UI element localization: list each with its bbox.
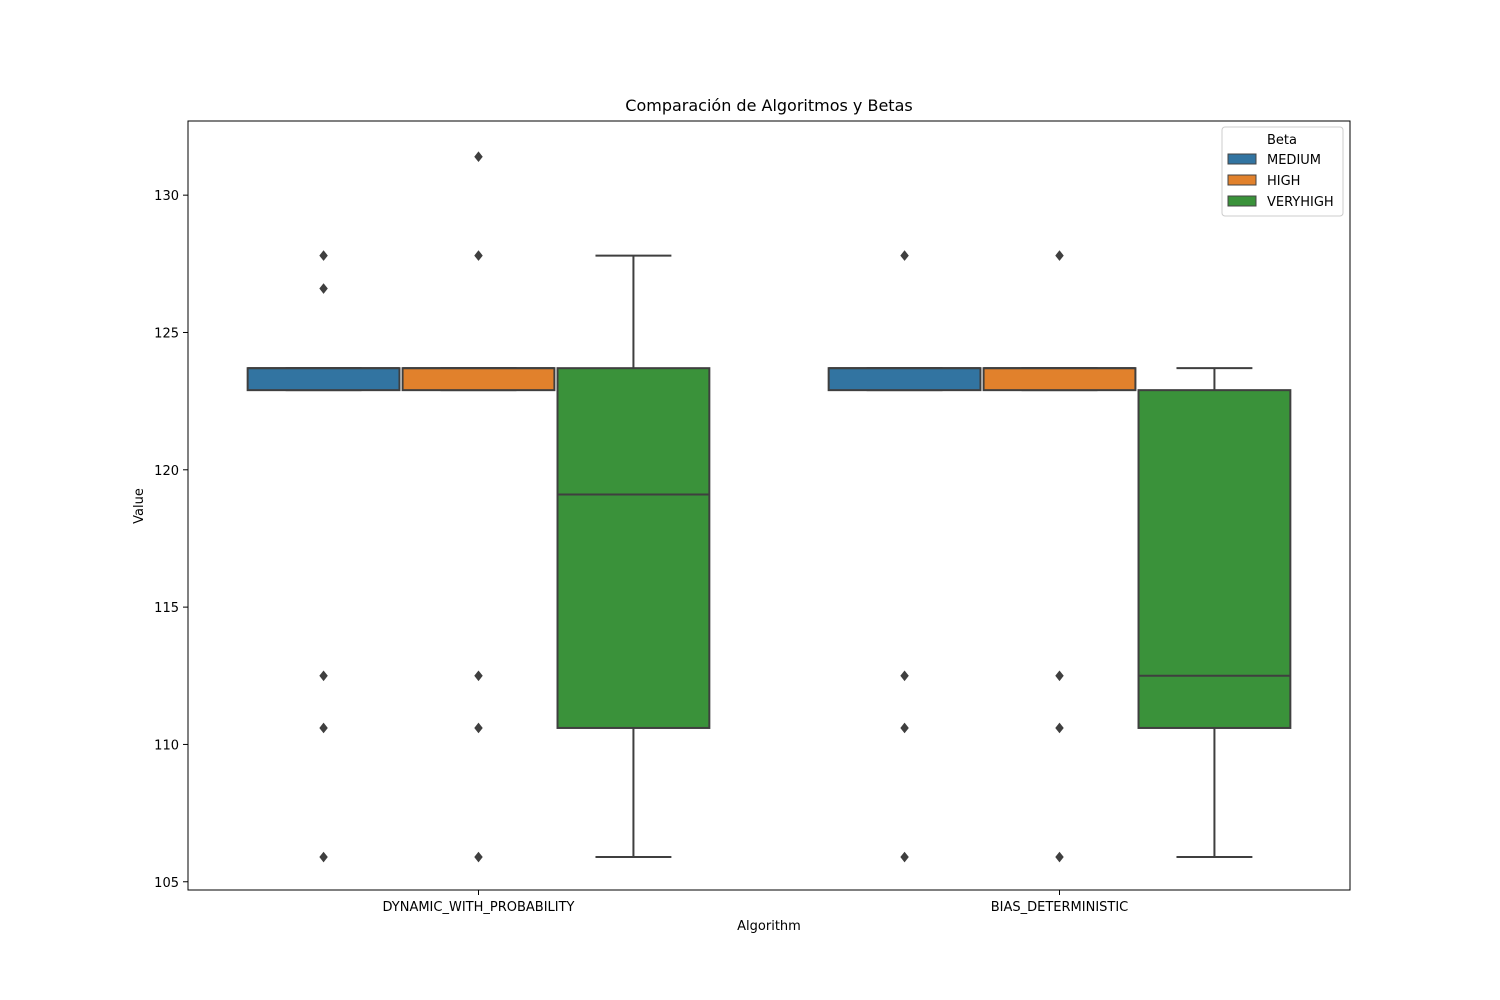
y-tick-label: 105: [154, 876, 179, 891]
box-body: [827, 367, 982, 392]
legend-entry-high: HIGH: [1267, 174, 1300, 189]
outlier-point: [319, 283, 328, 294]
y-axis-label: Value: [132, 488, 147, 524]
outlier-point: [319, 851, 328, 863]
outlier-point: [1055, 250, 1064, 261]
outlier-point: [900, 851, 909, 863]
legend: Beta MEDIUM HIGH VERYHIGH: [1221, 126, 1344, 217]
chart-title: Comparación de Algoritmos y Betas: [625, 96, 912, 115]
x-tick-label: BIAS_DETERMINISTIC: [991, 900, 1129, 915]
y-tick-label: 125: [154, 326, 179, 341]
box-body: [556, 367, 711, 729]
outlier-point: [319, 250, 328, 261]
outlier-point: [474, 722, 483, 734]
outlier-point: [1055, 722, 1064, 734]
outlier-point: [1055, 851, 1064, 863]
box-veryhigh-0: [556, 254, 711, 859]
box-veryhigh-1: [1137, 367, 1292, 859]
y-tick-label: 130: [154, 189, 179, 204]
box-medium-0: [246, 250, 401, 863]
outlier-point: [319, 722, 328, 734]
box-body: [401, 367, 556, 392]
legend-title: Beta: [1267, 133, 1297, 148]
box-high-0: [401, 151, 556, 863]
legend-entry-medium: MEDIUM: [1267, 153, 1321, 168]
outlier-point: [319, 670, 328, 682]
x-axis: DYNAMIC_WITH_PROBABILITY BIAS_DETERMINIST…: [382, 890, 1128, 915]
outlier-point: [900, 722, 909, 734]
outlier-point: [900, 670, 909, 682]
box-body: [246, 367, 401, 392]
legend-entry-veryhigh: VERYHIGH: [1267, 195, 1334, 210]
plot-area: [246, 151, 1292, 863]
box-body: [982, 367, 1137, 392]
outlier-point: [1055, 670, 1064, 682]
legend-frame: [1221, 126, 1344, 217]
y-axis: 105 110 115 120 125 130: [154, 189, 188, 891]
y-tick-label: 120: [154, 464, 179, 479]
legend-swatch-veryhigh: [1227, 195, 1257, 207]
x-tick-label: DYNAMIC_WITH_PROBABILITY: [382, 900, 574, 915]
y-tick-label: 115: [154, 601, 179, 616]
x-axis-label: Algorithm: [737, 919, 801, 934]
outlier-point: [474, 670, 483, 682]
outlier-point: [900, 250, 909, 261]
legend-swatch-high: [1227, 174, 1257, 186]
outlier-point: [474, 851, 483, 863]
y-tick-label: 110: [154, 738, 179, 753]
box-high-1: [982, 250, 1137, 863]
outlier-point: [474, 151, 483, 163]
outlier-point: [474, 250, 483, 261]
box-body: [1137, 389, 1292, 729]
axes-frame: [187, 120, 1351, 891]
legend-swatch-medium: [1227, 153, 1257, 165]
box-medium-1: [827, 250, 982, 863]
